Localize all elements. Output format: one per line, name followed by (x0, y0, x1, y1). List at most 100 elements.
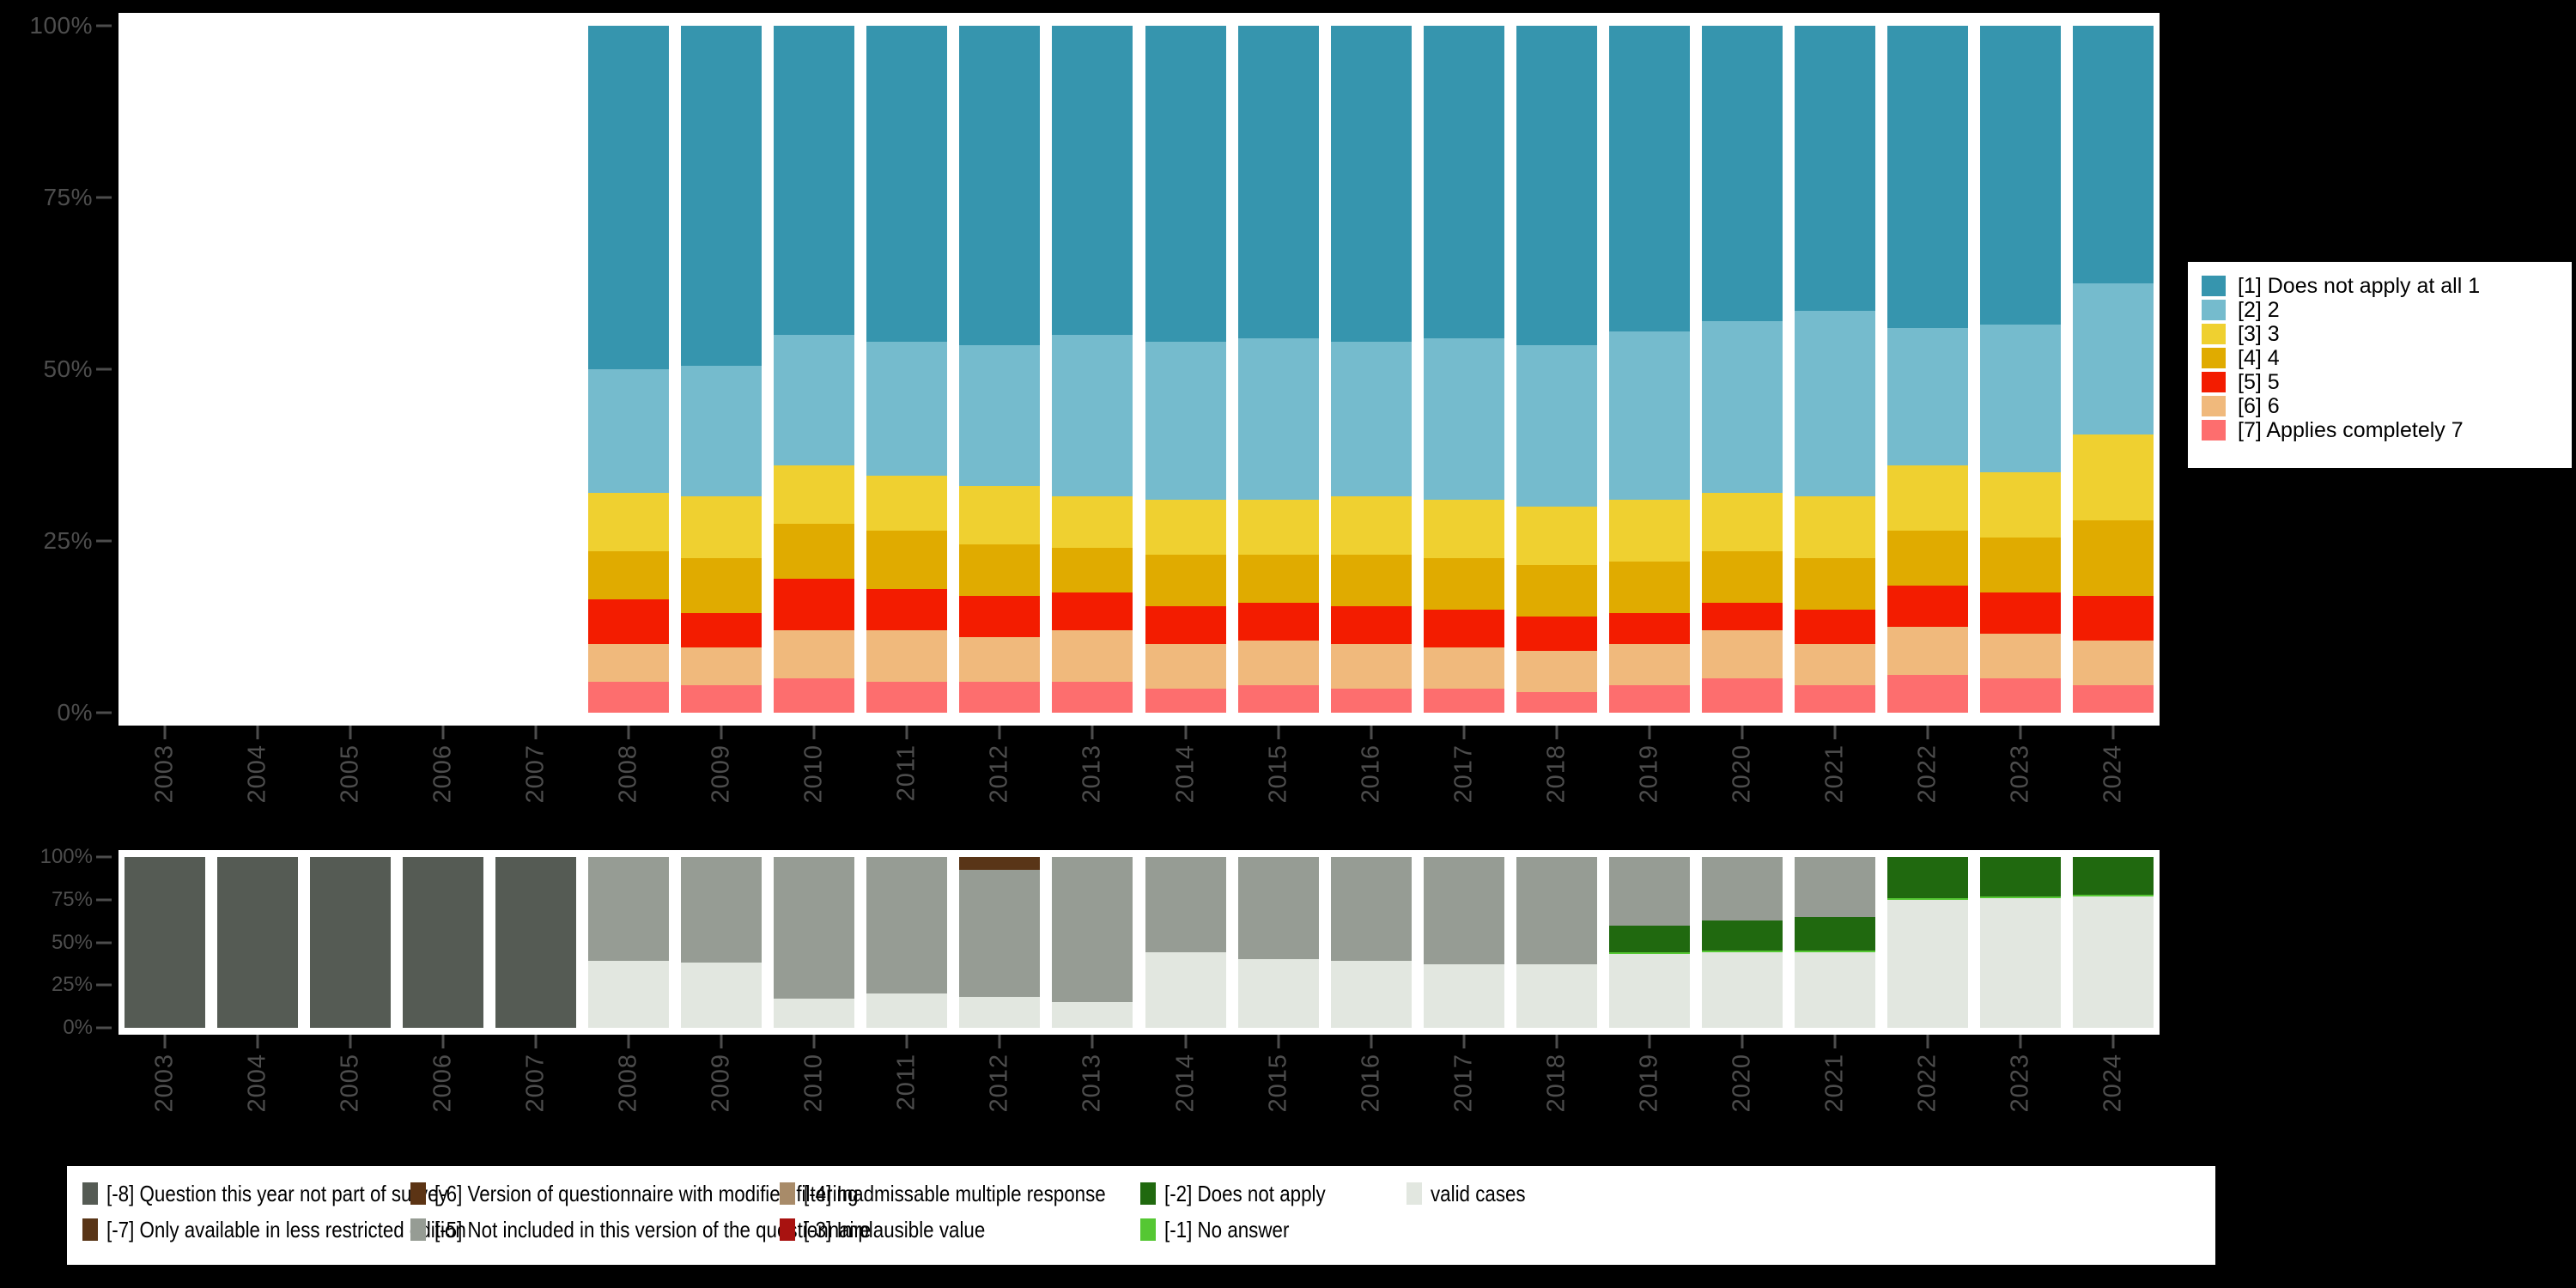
y-axis-tick-mark (96, 711, 112, 714)
x-axis-tick-mark (1091, 726, 1094, 739)
x-axis-tick-label-text: 2021 (1820, 744, 1849, 804)
bar-segment (1145, 689, 1226, 713)
bar-segment (1979, 634, 2061, 678)
missing-x-axis-tick-label: 2014 (1171, 1054, 1200, 1113)
y-axis-tick-mark (96, 539, 112, 543)
missing-bar-column (1145, 857, 1226, 1028)
x-axis-tick-mark (1462, 726, 1466, 739)
bar-segment (1052, 548, 1133, 592)
bar-segment (588, 551, 670, 599)
missing-legend-item[interactable]: [-8] Question this year not part of surv… (82, 1178, 503, 1209)
bar-segment (2072, 434, 2154, 520)
bar-segment (774, 630, 855, 678)
bar-segment (866, 589, 948, 630)
x-axis-tick-label-text: 2007 (521, 744, 550, 804)
missing-bar-segment (1516, 857, 1597, 965)
missing-legend-item-label: [-1] No answer (1164, 1217, 1290, 1242)
legend-item[interactable]: [7] Applies completely 7 (2202, 418, 2561, 442)
bar-segment (1145, 342, 1226, 500)
legend-item-label: [2] 2 (2238, 297, 2280, 322)
missing-legend-item[interactable]: [-5] Not included in this version of the… (410, 1214, 942, 1245)
x-axis-tick-mark (1277, 726, 1280, 739)
legend-item[interactable]: [6] 6 (2202, 394, 2561, 418)
legend-item-label: [3] 3 (2238, 321, 2280, 346)
bar-column (1886, 26, 1968, 713)
bar-column (1516, 26, 1597, 713)
bar-segment (1145, 555, 1226, 606)
bar-segment (959, 596, 1041, 637)
missing-y-axis-tick-mark (96, 855, 112, 859)
missing-chart-x-axis: 2003 2004 2005 2006 2007 2008 2009 2010 2011 2012… (118, 1035, 2160, 1146)
missing-x-axis-tick-label-text: 2023 (2006, 1054, 2034, 1113)
missing-legend-item[interactable]: [-4] Inadmissable multiple response (780, 1178, 1155, 1209)
y-axis-tick-label: 50% (43, 355, 93, 382)
legend-swatch (2202, 348, 2226, 368)
bar-segment (774, 465, 855, 524)
bar-segment (1516, 651, 1597, 692)
missing-legend-item[interactable]: [-2] Does not apply (1140, 1178, 1352, 1209)
bar-segment (1052, 630, 1133, 682)
missing-bar-segment (1052, 1002, 1133, 1028)
x-axis-tick-label-text: 2008 (614, 744, 642, 804)
bar-segment (681, 496, 762, 558)
x-axis-tick-mark (2111, 726, 2115, 739)
missing-x-axis-tick-label: 2023 (2006, 1054, 2034, 1113)
missing-bar-segment (1979, 897, 2061, 1028)
missing-legend-swatch (410, 1218, 426, 1241)
missing-legend-item-label: [-2] Does not apply (1164, 1181, 1326, 1206)
legend-item[interactable]: [3] 3 (2202, 322, 2561, 346)
missing-x-axis-tick-label-text: 2021 (1820, 1054, 1849, 1113)
bar-segment (1794, 644, 1875, 685)
x-axis-tick-mark (441, 726, 445, 739)
missing-x-axis-tick-label-text: 2015 (1264, 1054, 1292, 1113)
legend-item-label: [4] 4 (2238, 345, 2280, 370)
x-axis-tick-label: 2020 (1728, 744, 1756, 804)
bar-segment (1330, 555, 1412, 606)
legend-swatch (2202, 420, 2226, 440)
bar-segment (1516, 617, 1597, 651)
missing-bar-segment (1979, 857, 2061, 896)
x-axis-tick-label: 2024 (2099, 744, 2127, 804)
missing-legend-item[interactable]: [-1] No answer (1140, 1214, 1309, 1245)
missing-x-axis-tick-label: 2012 (986, 1054, 1014, 1113)
missing-x-axis-tick-label: 2021 (1820, 1054, 1849, 1113)
bar-segment (1701, 603, 1783, 630)
missing-y-axis-tick-mark (96, 941, 112, 944)
missing-bar-column (1701, 857, 1783, 1028)
legend-item[interactable]: [2] 2 (2202, 298, 2561, 322)
x-axis-tick-mark (1555, 726, 1558, 739)
legend-item[interactable]: [5] 5 (2202, 370, 2561, 394)
missing-bar-segment (1794, 951, 1875, 953)
x-axis-tick-label: 2012 (986, 744, 1014, 804)
missing-bar-segment (125, 857, 205, 1028)
legend-item[interactable]: [1] Does not apply at all 1 (2202, 274, 2561, 298)
missing-legend-item[interactable]: [-3] Implausible value (780, 1214, 1015, 1245)
main-chart-x-axis: 2003 2004 2005 2006 2007 2008 2009 2010 2011 2012… (118, 726, 2160, 846)
bar-segment (681, 685, 762, 713)
x-axis-tick-label: 2021 (1820, 744, 1849, 804)
missing-chart-legend: [-8] Question this year not part of surv… (67, 1166, 2215, 1265)
missing-bar-segment (1794, 916, 1875, 951)
missing-x-axis-tick-label-text: 2005 (336, 1054, 364, 1113)
bar-segment (1052, 335, 1133, 496)
bar-segment (1608, 562, 1690, 613)
bar-segment (2072, 685, 2154, 713)
legend-item[interactable]: [4] 4 (2202, 346, 2561, 370)
bar-segment (1701, 630, 1783, 678)
missing-legend-item[interactable]: valid cases (1406, 1178, 1541, 1209)
x-axis-tick-mark (349, 726, 352, 739)
bar-segment (1608, 26, 1690, 331)
missing-bar-segment (959, 869, 1041, 998)
bar-segment (1423, 647, 1504, 689)
x-axis-tick-label-text: 2004 (243, 744, 271, 804)
bar-segment (1516, 345, 1597, 507)
missing-legend-item-label: [-8] Question this year not part of surv… (106, 1181, 448, 1206)
bar-segment (1979, 472, 2061, 538)
missing-bar-segment (1608, 857, 1690, 926)
missing-x-axis-tick-label-text: 2024 (2099, 1054, 2127, 1113)
missing-x-axis-tick-label: 2018 (1542, 1054, 1571, 1113)
missing-bar-segment (1145, 952, 1226, 1028)
bar-segment (959, 682, 1041, 713)
missing-legend-item[interactable]: [-7] Only available in less restricted e… (82, 1214, 525, 1245)
missing-x-axis-tick-label-text: 2013 (1078, 1054, 1106, 1113)
